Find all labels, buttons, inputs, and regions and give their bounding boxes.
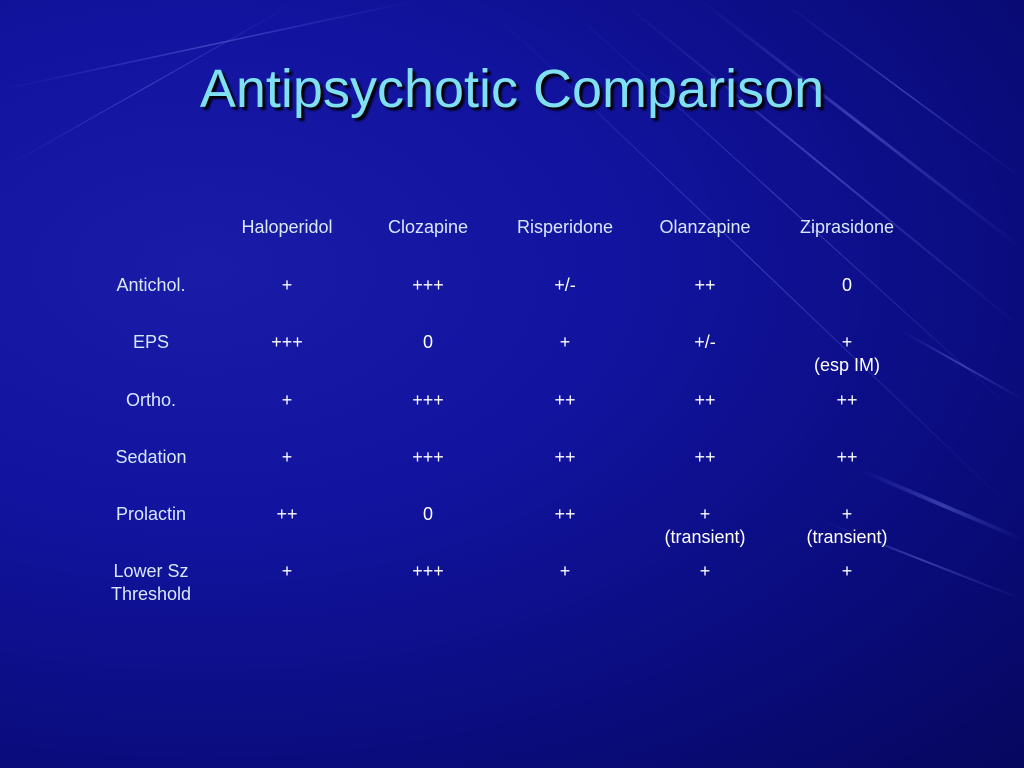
table-cell: +++ <box>412 446 444 469</box>
table-cell: ++ <box>694 446 715 469</box>
table-cell: 0 <box>423 503 433 526</box>
table-cell: +/- <box>554 274 576 297</box>
table-cell-line: + <box>841 561 853 581</box>
table-cell: + (transient) <box>806 503 887 549</box>
table-cell-line: + <box>559 561 571 581</box>
table-cell-line: + <box>699 561 711 581</box>
column-header-risperidone: Risperidone <box>516 217 614 237</box>
table-cell-line: 0 <box>841 275 853 295</box>
row-label: Sedation <box>115 446 186 469</box>
table-cell-line: ++ <box>694 390 716 410</box>
table-cell: ++ <box>836 389 857 412</box>
table-cell-line: ++ <box>836 390 858 410</box>
table-cell: +++ <box>412 274 444 297</box>
row-label: Antichol. <box>116 274 185 297</box>
slide-title: Antipsychotic Comparison <box>199 59 825 119</box>
table-cell: ++ <box>554 446 575 469</box>
table-cell-line: +/- <box>554 275 576 295</box>
column-header-olanzapine: Olanzapine <box>659 217 751 237</box>
table-cell: + <box>282 274 293 297</box>
table-cell: + <box>700 560 711 583</box>
table-cell-line: + <box>559 332 571 352</box>
table-cell: +++ <box>271 331 303 354</box>
table-cell-line: ++ <box>554 390 576 410</box>
column-header-haloperidol: Haloperidol <box>241 217 333 237</box>
row-label-line: Threshold <box>110 584 192 604</box>
table-cell: + (esp IM) <box>814 331 880 377</box>
table-cell-line: ++ <box>694 275 716 295</box>
table-cell: +++ <box>412 560 444 583</box>
table-cell: + (transient) <box>664 503 745 549</box>
row-label: Prolactin <box>116 503 186 526</box>
table-cell-line: (esp IM) <box>813 355 881 375</box>
table-cell: ++ <box>554 503 575 526</box>
table-cell: + <box>282 560 293 583</box>
row-label-line: Prolactin <box>115 504 187 524</box>
table-cell-line: +++ <box>412 447 444 467</box>
row-label-line: Antichol. <box>116 275 186 295</box>
table-cell-line: +++ <box>271 332 303 352</box>
table-cell: + <box>842 560 853 583</box>
row-label: EPS <box>133 331 169 354</box>
row-label-line: Lower Sz <box>113 561 189 581</box>
table-cell-line: +++ <box>412 390 444 410</box>
table-cell-line: 0 <box>422 504 434 524</box>
table-cell: ++ <box>694 274 715 297</box>
table-cell: 0 <box>842 274 852 297</box>
table-cell-line: ++ <box>694 447 716 467</box>
table-cell-line: (transient) <box>806 527 888 547</box>
column-header-clozapine: Clozapine <box>387 217 469 237</box>
table-cell: ++ <box>836 446 857 469</box>
table-cell-line: +++ <box>412 275 444 295</box>
table-cell-line: (transient) <box>664 527 746 547</box>
table-cell: + <box>282 446 293 469</box>
row-label: Ortho. <box>126 389 176 412</box>
table-cell-line: + <box>841 332 853 352</box>
table-cell-line: +++ <box>412 561 444 581</box>
table-cell-line: + <box>841 504 853 524</box>
table-cell-line: 0 <box>422 332 434 352</box>
table-cell-line: +/- <box>694 332 716 352</box>
table-cell: +/- <box>694 331 716 354</box>
table-cell-line: ++ <box>276 504 298 524</box>
table-cell: + <box>560 560 571 583</box>
table-cell: ++ <box>276 503 297 526</box>
table-cell-line: + <box>281 275 293 295</box>
table-cell: + <box>282 389 293 412</box>
row-label-line: Sedation <box>115 447 187 467</box>
column-header-ziprasidone: Ziprasidone <box>799 217 895 237</box>
table-cell-line: + <box>281 561 293 581</box>
table-cell-line: + <box>699 504 711 524</box>
table-cell-line: ++ <box>836 447 858 467</box>
row-label-line: EPS <box>132 332 170 352</box>
row-label: Lower Sz Threshold <box>111 560 191 606</box>
table-cell: +++ <box>412 389 444 412</box>
row-label-line: Ortho. <box>125 390 177 410</box>
table-cell-line: ++ <box>554 504 576 524</box>
table-cell-line: + <box>281 447 293 467</box>
table-cell: ++ <box>554 389 575 412</box>
table-cell: ++ <box>694 389 715 412</box>
table-cell: + <box>560 331 571 354</box>
table-cell-line: + <box>281 390 293 410</box>
table-cell: 0 <box>423 331 433 354</box>
table-cell-line: ++ <box>554 447 576 467</box>
